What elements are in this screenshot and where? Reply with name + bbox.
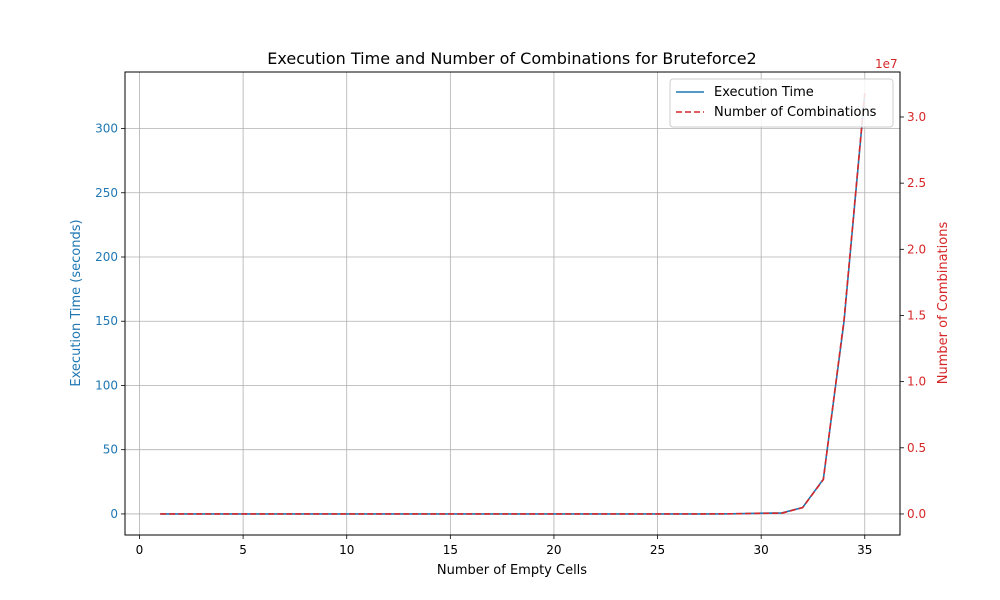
- left-axis-label: Execution Time (seconds): [69, 219, 84, 386]
- left-tick-label: 100: [95, 378, 118, 392]
- x-tick-label: 35: [857, 543, 872, 557]
- x-axis-label: Number of Empty Cells: [437, 563, 587, 578]
- x-tick-label: 0: [136, 543, 144, 557]
- left-tick-label: 50: [103, 443, 118, 457]
- right-tick-label: 0.0: [907, 507, 926, 521]
- x-tick-label: 10: [339, 543, 354, 557]
- left-tick-label: 150: [95, 314, 118, 328]
- x-tick-label: 5: [239, 543, 247, 557]
- x-tick-label: 15: [443, 543, 458, 557]
- legend-box: [669, 78, 894, 128]
- right-tick-label: 2.0: [907, 242, 926, 256]
- left-tick-label: 250: [95, 186, 118, 200]
- right-axis-label: Number of Combinations: [936, 222, 951, 385]
- series-line: [160, 93, 866, 515]
- left-tick-label: 200: [95, 250, 118, 264]
- legend-label: Execution Time: [714, 85, 814, 100]
- right-tick-label: 3.0: [907, 110, 926, 124]
- series-line: [160, 93, 866, 515]
- right-tick-label: 0.5: [907, 441, 926, 455]
- legend: Execution Time Number of Combinations: [669, 78, 894, 128]
- plot-frame: [124, 71, 901, 536]
- chart-title: Execution Time and Number of Combination…: [267, 49, 756, 68]
- x-tick-label: 20: [546, 543, 561, 557]
- left-tick-label: 300: [95, 122, 118, 136]
- x-tick-label: 30: [754, 543, 769, 557]
- legend-label: Number of Combinations: [714, 105, 877, 120]
- left-tick-label: 0: [110, 507, 118, 521]
- x-tick-label: 25: [650, 543, 665, 557]
- right-axis-multiplier: 1e7: [875, 57, 898, 71]
- right-tick-label: 1.0: [907, 375, 926, 389]
- right-tick-label: 2.5: [907, 176, 926, 190]
- right-tick-label: 1.5: [907, 308, 926, 322]
